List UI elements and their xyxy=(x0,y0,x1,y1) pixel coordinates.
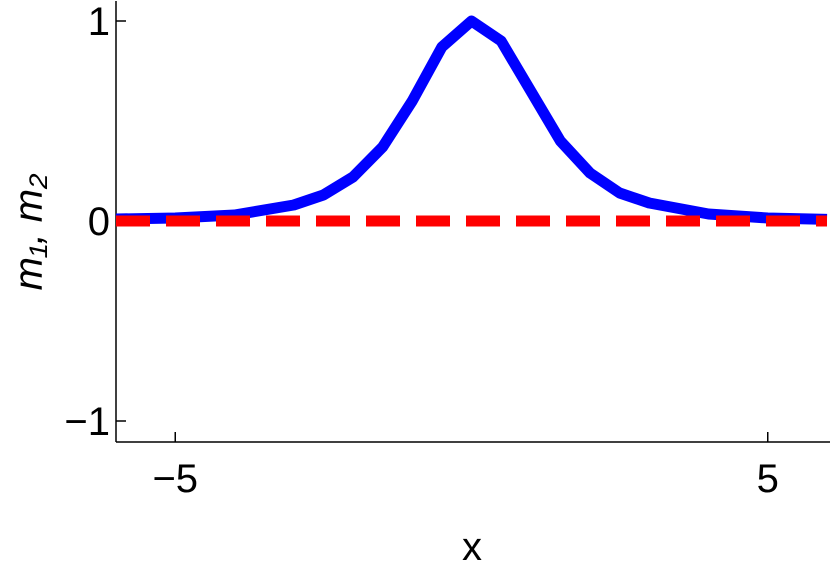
x-axis-label: x xyxy=(462,525,482,563)
y-tick-label: 1 xyxy=(88,0,110,44)
x-tick-label: −5 xyxy=(152,457,198,501)
x-tick-label: 5 xyxy=(757,457,779,501)
y-tick-label: −1 xyxy=(64,400,110,444)
series-line xyxy=(115,15,828,225)
y-tick-label: 0 xyxy=(88,200,110,244)
y-axis-label: m₁, m₂ xyxy=(7,174,51,291)
